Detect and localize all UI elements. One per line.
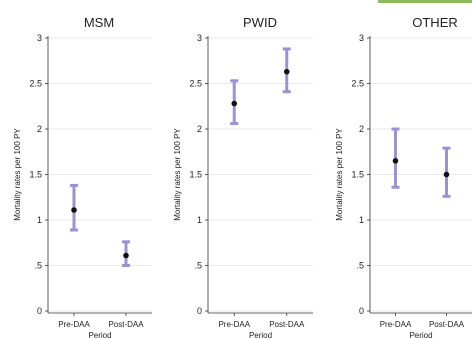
panel-title: PWID [243, 15, 277, 30]
y-tick-label: 2 [359, 124, 364, 134]
y-tick-label: 0 [359, 306, 364, 316]
y-axis-label: Mortality rates per 100 PY [13, 128, 22, 221]
y-tick-label: .5 [194, 261, 202, 271]
y-tick-label: 3 [37, 33, 42, 43]
point-estimate [71, 207, 77, 213]
accent-strip [378, 0, 472, 3]
x-tick-label: Post-DAA [429, 320, 465, 329]
y-tick-label: 1 [37, 215, 42, 225]
y-tick-label: 1.5 [189, 170, 202, 180]
x-tick-label: Pre-DAA [58, 320, 90, 329]
y-tick-label: 2.5 [29, 79, 42, 89]
x-axis-label: Period [88, 331, 111, 338]
point-estimate [443, 171, 450, 178]
y-tick-label: 2 [197, 124, 202, 134]
y-axis-label: Mortality rates per 100 PY [173, 128, 182, 221]
panel-msm: MSM 0 .5 1 1.5 2 2.5 3 Mortality rates per 100 P… [13, 15, 152, 338]
point-estimate [392, 158, 399, 164]
x-tick-label: Post-DAA [269, 320, 305, 329]
y-tick-label: .5 [356, 261, 364, 271]
x-axis-label: Period [409, 331, 432, 338]
y-tick-label: 3 [197, 33, 202, 43]
x-tick-label: Pre-DAA [380, 320, 412, 329]
y-tick-label: 1.5 [351, 170, 364, 180]
panel-title: OTHER [412, 15, 458, 30]
x-axis-label: Period [249, 331, 272, 338]
y-tick-label: 2.5 [189, 79, 202, 89]
y-tick-label: .5 [34, 261, 42, 271]
point-estimate [123, 252, 129, 259]
y-tick-label: 1.5 [29, 170, 42, 180]
point-estimate [231, 100, 238, 107]
point-estimate [283, 68, 290, 75]
y-tick-label: 2.5 [351, 79, 364, 89]
y-tick-label: 0 [37, 306, 42, 316]
y-tick-label: 1 [197, 215, 202, 225]
panel-title: MSM [84, 15, 114, 30]
panel-pwid: PWID 0 .5 1 1.5 2 2.5 3 Mortality rates per 100 … [173, 15, 313, 338]
y-tick-label: 3 [359, 33, 364, 43]
x-tick-label: Post-DAA [108, 320, 144, 329]
panel-other: OTHER 0 .5 1 1.5 2 2.5 3 Mortality rates per 100… [335, 15, 472, 338]
y-tick-label: 1 [359, 215, 364, 225]
y-axis-label: Mortality rates per 100 PY [335, 128, 344, 221]
x-tick-label: Pre-DAA [218, 320, 250, 329]
y-tick-label: 2 [37, 124, 42, 134]
y-tick-label: 0 [197, 306, 202, 316]
